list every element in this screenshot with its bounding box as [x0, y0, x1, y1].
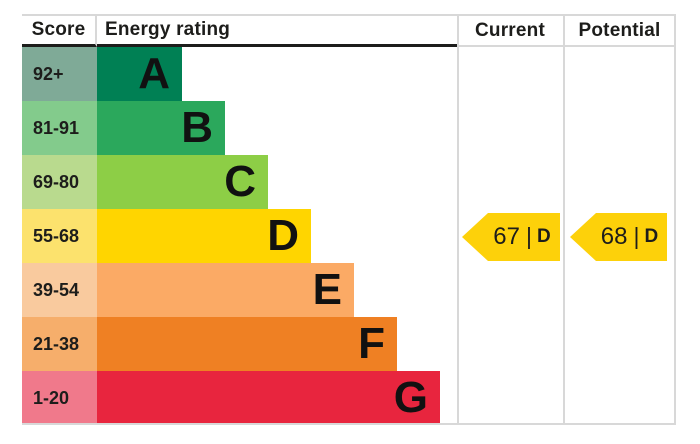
band-letter-d: D	[267, 211, 299, 260]
band-bar-d: D	[97, 209, 311, 263]
band-letter-b: B	[181, 103, 213, 152]
band-bar-a: A	[97, 47, 182, 101]
potential-band-letter: D	[644, 226, 659, 247]
score-range-f: 21-38	[22, 317, 97, 371]
score-range-g: 1-20	[22, 371, 97, 425]
potential-score-value: 68	[600, 223, 628, 250]
score-range-d: 55-68	[22, 209, 97, 263]
band-bar-f: F	[97, 317, 397, 371]
band-letter-c: C	[224, 157, 256, 206]
score-range-a: 92+	[22, 47, 97, 101]
band-row-d: 55-68 D	[22, 209, 676, 263]
band-rows: 92+ A 81-91 B 69-80 C 55-68 D	[22, 47, 676, 425]
band-letter-a: A	[138, 49, 170, 98]
divider-current-column	[457, 14, 459, 425]
band-row-b: 81-91 B	[22, 101, 676, 155]
band-row-e: 39-54 E	[22, 263, 676, 317]
band-letter-e: E	[312, 265, 342, 314]
band-bar-b: B	[97, 101, 225, 155]
current-score-value: 67	[493, 223, 520, 250]
header-energy-rating: Energy rating	[97, 16, 457, 47]
header-score: Score	[22, 16, 97, 47]
current-band-letter: D	[536, 226, 551, 247]
band-row-a: 92+ A	[22, 47, 676, 101]
potential-separator: |	[633, 222, 640, 249]
header-potential: Potential	[563, 16, 676, 47]
band-letter-g: G	[393, 373, 428, 422]
current-separator: |	[525, 222, 532, 249]
band-row-c: 69-80 C	[22, 155, 676, 209]
table-header: Score Energy rating Current Potential	[22, 14, 676, 47]
rating-table: Score Energy rating Current Potential 92…	[22, 14, 676, 425]
divider-potential-column	[563, 14, 565, 425]
band-bar-g: G	[97, 371, 440, 425]
divider-right-edge	[674, 14, 676, 425]
score-range-c: 69-80	[22, 155, 97, 209]
score-range-e: 39-54	[22, 263, 97, 317]
band-row-g: 1-20 G	[22, 371, 676, 425]
band-letter-f: F	[358, 319, 385, 368]
band-bar-c: C	[97, 155, 268, 209]
score-range-b: 81-91	[22, 101, 97, 155]
table-bottom-border	[22, 423, 676, 425]
band-row-f: 21-38 F	[22, 317, 676, 371]
band-bar-e: E	[97, 263, 354, 317]
header-current: Current	[457, 16, 563, 47]
